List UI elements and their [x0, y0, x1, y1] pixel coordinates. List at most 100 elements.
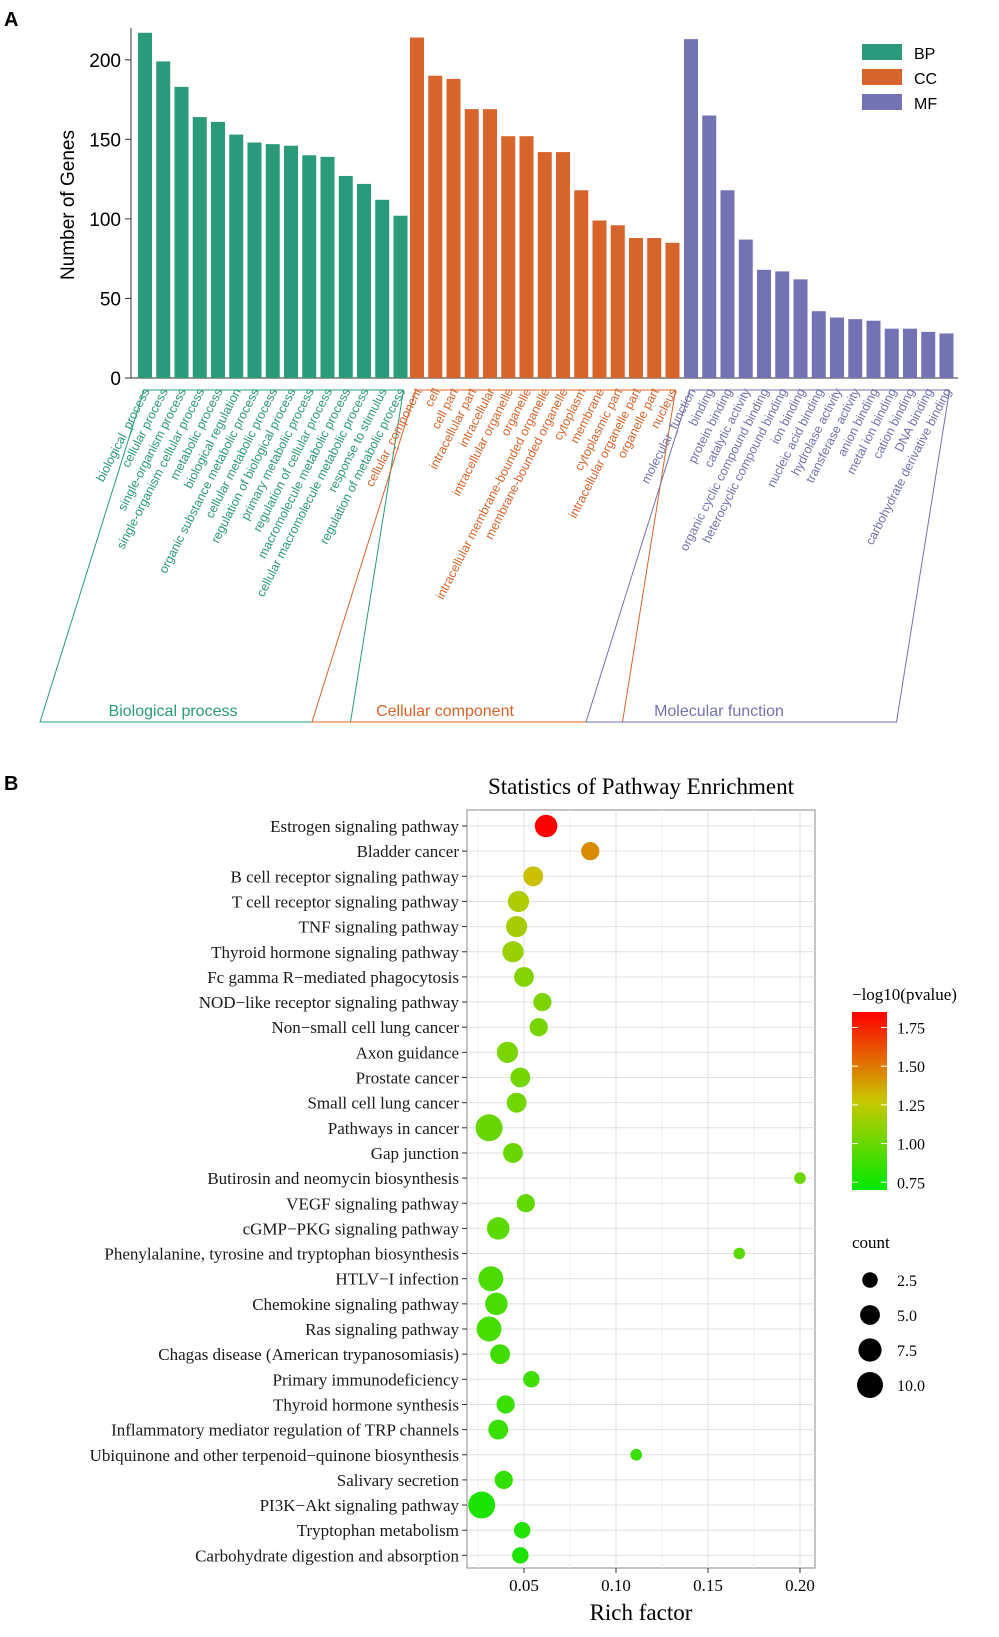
- group-bracket-mf: [585, 389, 951, 723]
- x-tick-label-0.10: 0.10: [601, 1576, 631, 1595]
- bar-bp-regulation-of-biological-process: [284, 145, 298, 378]
- point-primary-immunodeficiency: [523, 1371, 540, 1388]
- bar-bp-single-organism-process: [174, 86, 189, 378]
- bar-mf-catalytic-activity: [738, 239, 753, 378]
- bar-bp-response-to-stimulus: [375, 199, 390, 378]
- y-tick-label-50: 50: [100, 289, 121, 310]
- bar-cc-cellular-component: [410, 37, 424, 378]
- size-legend-label-10.0: 10.0: [897, 1378, 925, 1395]
- pathway-label-t-cell-receptor-signaling-pathway: T cell receptor signaling pathway: [232, 892, 460, 911]
- pathway-label-pi3k-akt-signaling-pathway: PI3K−Akt signaling pathway: [260, 1496, 460, 1515]
- point-non-small-cell-lung-cancer: [529, 1018, 548, 1037]
- bar-bp-single-organism-cellular-process: [192, 117, 207, 378]
- legend-label-cc: CC: [914, 71, 937, 88]
- panel-letter-b: B: [4, 773, 18, 795]
- x-tick-label-0.05: 0.05: [509, 1576, 539, 1595]
- pathway-label-ras-signaling-pathway: Ras signaling pathway: [305, 1320, 459, 1339]
- color-legend-label-1.00: 1.00: [897, 1137, 925, 1154]
- pathway-bubble-chart: 0.05 0.10 0.15 0.20 Rich factor Statistics of…: [90, 774, 957, 1625]
- bar-mf-anion-binding: [866, 320, 881, 378]
- point-small-cell-lung-cancer: [506, 1092, 527, 1113]
- point-butirosin-and-neomycin-biosynthesis: [794, 1172, 806, 1184]
- pathway-label-vegf-signaling-pathway: VEGF signaling pathway: [286, 1194, 459, 1213]
- panel-letter-a: A: [4, 9, 18, 31]
- point-gap-junction: [503, 1143, 523, 1163]
- point-nod-like-receptor-signaling-pathway: [533, 992, 552, 1012]
- bar-cc-intracellular: [483, 109, 497, 379]
- y-axis-title: Number of Genes: [58, 130, 79, 280]
- bar-cc-cytoplasm: [574, 190, 589, 378]
- pathway-label-carbohydrate-digestion-and-absorption: Carbohydrate digestion and absorption: [195, 1546, 459, 1565]
- bar-mf-metal-ion-binding: [884, 328, 899, 378]
- pathway-label-b-cell-receptor-signaling-pathway: B cell receptor signaling pathway: [231, 867, 460, 886]
- point-pathways-in-cancer: [475, 1114, 503, 1142]
- point-chemokine-signaling-pathway: [485, 1292, 508, 1316]
- pathway-label-primary-immunodeficiency: Primary immunodeficiency: [273, 1370, 460, 1389]
- bar-mf-molecular-function: [684, 39, 698, 379]
- bar-mf-cation-binding: [903, 328, 917, 378]
- pathway-label-non-small-cell-lung-cancer: Non−small cell lung cancer: [271, 1018, 459, 1037]
- point-salivary-secretion: [494, 1470, 513, 1490]
- pathway-label-tryptophan-metabolism: Tryptophan metabolism: [297, 1521, 459, 1540]
- pathway-label-bladder-cancer: Bladder cancer: [357, 842, 460, 861]
- pathway-label-axon-guidance: Axon guidance: [356, 1043, 459, 1062]
- color-legend-label-1.25: 1.25: [897, 1098, 925, 1115]
- point-htlv-i-infection: [478, 1266, 504, 1292]
- bar-cc-cytoplasmic-part: [610, 225, 625, 378]
- bar-bp-regulation-of-metabolic-process: [393, 215, 408, 378]
- bar-mf-dna-binding: [921, 331, 936, 378]
- pathway-label-prostate-cancer: Prostate cancer: [356, 1069, 460, 1088]
- y-tick-label-150: 150: [89, 130, 121, 151]
- pathway-label-htlv-i-infection: HTLV−I infection: [335, 1270, 459, 1289]
- y-tick-label-200: 200: [89, 51, 121, 72]
- bar-cc-intracellular-organelle: [501, 136, 516, 378]
- point-fc-gamma-r-mediated-phagocytosis: [514, 966, 534, 987]
- bar-bp-organic-substance-metabolic-process: [247, 142, 262, 378]
- bar-bp-biological-regulation: [229, 134, 244, 378]
- pathway-label-chagas-disease-american-trypanosomiasis: Chagas disease (American trypanosomiasis…: [158, 1345, 459, 1364]
- pathway-label-ubiquinone-and-other-terpenoid-quinone-biosynthesis: Ubiquinone and other terpenoid−quinone b…: [90, 1446, 459, 1465]
- size-legend-title: count: [852, 1233, 890, 1252]
- bar-mf-hydrolase-activity: [830, 317, 844, 378]
- point-phenylalanine-tyrosine-and-tryptophan-biosynthesis: [733, 1247, 746, 1260]
- pathway-label-cgmp-pkg-signaling-pathway: cGMP−PKG signaling pathway: [243, 1219, 460, 1238]
- bar-cc-organelle-part: [647, 238, 662, 378]
- bar-mf-heterocyclic-compound-binding: [775, 271, 790, 378]
- point-ras-signaling-pathway: [476, 1316, 502, 1342]
- bar-cc-intracellular-organelle-part: [629, 238, 643, 378]
- bar-mf-carbohydrate-derivative-binding: [939, 333, 954, 378]
- bar-mf-nucleic-acid-binding: [811, 311, 826, 378]
- point-prostate-cancer: [510, 1067, 531, 1088]
- pathway-label-inflammatory-mediator-regulation-of-trp-channels: Inflammatory mediator regulation of TRP …: [111, 1421, 459, 1440]
- bar-cc-membrane-bounded-organelle: [556, 152, 570, 378]
- point-thyroid-hormone-synthesis: [496, 1395, 515, 1414]
- bar-mf-organic-cyclic-compound-binding: [757, 269, 771, 378]
- point-axon-guidance: [496, 1041, 519, 1063]
- bar-cc-cell-part: [446, 78, 461, 378]
- pathway-label-thyroid-hormone-signaling-pathway: Thyroid hormone signaling pathway: [211, 943, 459, 962]
- color-legend-bar: [852, 1012, 887, 1190]
- chart-title: Statistics of Pathway Enrichment: [488, 774, 795, 799]
- pathway-label-estrogen-signaling-pathway: Estrogen signaling pathway: [270, 817, 459, 836]
- bar-mf-transferase-activity: [848, 319, 863, 378]
- bar-bp-cellular-macromolecule-metabolic-process: [357, 183, 371, 378]
- color-legend-title: −log10(pvalue): [852, 985, 957, 1004]
- bar-cc-membrane: [592, 220, 607, 378]
- bar-bp-cellular-process: [156, 61, 171, 379]
- group-label-cc: Cellular component: [376, 703, 514, 720]
- bar-cc-cell: [428, 75, 443, 379]
- bar-cc-nucleus: [665, 242, 680, 378]
- color-legend-label-1.50: 1.50: [897, 1059, 925, 1076]
- bar-cc-intracellular-membrane-bounded-organelle: [537, 152, 552, 378]
- point-carbohydrate-digestion-and-absorption: [512, 1547, 529, 1564]
- pathway-label-butirosin-and-neomycin-biosynthesis: Butirosin and neomycin biosynthesis: [207, 1169, 459, 1188]
- group-label-bp: Biological process: [109, 703, 238, 720]
- pathway-label-thyroid-hormone-synthesis: Thyroid hormone synthesis: [273, 1395, 459, 1414]
- size-legend-label-5.0: 5.0: [897, 1308, 917, 1325]
- pathway-label-fc-gamma-r-mediated-phagocytosis: Fc gamma R−mediated phagocytosis: [207, 968, 459, 987]
- size-legend-circle-2.5: [862, 1272, 878, 1288]
- y-tick-label-100: 100: [89, 210, 121, 231]
- point-thyroid-hormone-signaling-pathway: [502, 941, 524, 963]
- bar-bp-metabolic-process: [211, 121, 225, 378]
